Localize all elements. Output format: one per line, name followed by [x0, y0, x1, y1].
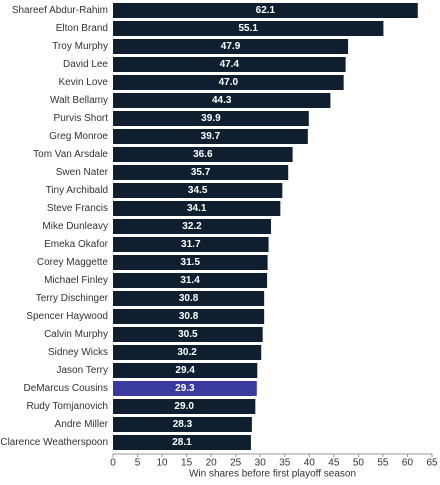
- category-label-spencer-haywood: Spencer Haywood: [26, 311, 108, 322]
- bar-value-label-tiny-archibald: 34.5: [188, 185, 208, 196]
- category-label-michael-finley: Michael Finley: [44, 275, 108, 286]
- x-tick-label-45: 45: [328, 458, 340, 469]
- category-label-calvin-murphy: Calvin Murphy: [44, 329, 108, 340]
- category-label-demarcus-cousins: DeMarcus Cousins: [24, 383, 108, 394]
- bar-value-label-purvis-short: 39.9: [201, 113, 221, 124]
- bar-tiny-archibald: [113, 183, 283, 198]
- bar-tom-van-arsdale: [113, 147, 293, 162]
- bar-value-label-michael-finley: 31.4: [180, 275, 200, 286]
- bar-value-label-jason-terry: 29.4: [175, 365, 195, 376]
- bar-value-label-kevin-love: 47.0: [219, 77, 239, 88]
- bar-elton-brand: [113, 21, 384, 36]
- bar-value-label-terry-dischinger: 30.8: [179, 293, 199, 304]
- bar-mike-dunleavy: [113, 219, 272, 234]
- bar-david-lee: [113, 57, 346, 72]
- bar-emeka-okafor: [113, 237, 269, 252]
- category-label-terry-dischinger: Terry Dischinger: [36, 293, 109, 304]
- category-label-kevin-love: Kevin Love: [59, 77, 109, 88]
- bar-value-label-elton-brand: 55.1: [238, 23, 258, 34]
- bar-jason-terry: [113, 363, 258, 378]
- bar-value-label-shareef-abdur-rahim: 62.1: [256, 5, 276, 16]
- bar-corey-maggette: [113, 255, 268, 270]
- bar-value-label-emeka-okafor: 31.7: [181, 239, 201, 250]
- x-tick-label-25: 25: [230, 458, 242, 469]
- bar-greg-monroe: [113, 129, 308, 144]
- bar-troy-murphy: [113, 39, 349, 54]
- category-label-swen-nater: Swen Nater: [56, 167, 109, 178]
- category-label-clarence-weatherspoon: Clarence Weatherspoon: [0, 437, 108, 448]
- bar-clarence-weatherspoon: [113, 435, 251, 450]
- category-label-troy-murphy: Troy Murphy: [52, 41, 108, 52]
- bar-demarcus-cousins: [113, 381, 257, 396]
- bar-swen-nater: [113, 165, 289, 180]
- bar-terry-dischinger: [113, 291, 265, 306]
- bar-value-label-rudy-tomjanovich: 29.0: [174, 401, 194, 412]
- bar-value-label-calvin-murphy: 30.5: [178, 329, 198, 340]
- x-tick-label-40: 40: [304, 458, 316, 469]
- category-label-sidney-wicks: Sidney Wicks: [48, 347, 108, 358]
- category-label-greg-monroe: Greg Monroe: [49, 131, 108, 142]
- x-tick-label-30: 30: [255, 458, 267, 469]
- bar-spencer-haywood: [113, 309, 265, 324]
- category-label-tom-van-arsdale: Tom Van Arsdale: [33, 149, 108, 160]
- x-tick-label-35: 35: [279, 458, 291, 469]
- category-label-emeka-okafor: Emeka Okafor: [44, 239, 109, 250]
- bar-value-label-steve-francis: 34.1: [187, 203, 207, 214]
- bar-value-label-sidney-wicks: 30.2: [177, 347, 197, 358]
- x-tick-label-20: 20: [206, 458, 218, 469]
- bar-kevin-love: [113, 75, 344, 90]
- bar-value-label-andre-miller: 28.3: [173, 419, 193, 430]
- bar-value-label-corey-maggette: 31.5: [181, 257, 201, 268]
- bar-steve-francis: [113, 201, 281, 216]
- category-label-elton-brand: Elton Brand: [56, 23, 108, 34]
- category-label-andre-miller: Andre Miller: [55, 419, 109, 430]
- x-tick-label-0: 0: [110, 458, 116, 469]
- bar-value-label-troy-murphy: 47.9: [221, 41, 241, 52]
- bar-purvis-short: [113, 111, 309, 126]
- category-label-mike-dunleavy: Mike Dunleavy: [42, 221, 108, 232]
- x-axis-title: Win shares before first playoff season: [189, 469, 356, 480]
- bar-value-label-spencer-haywood: 30.8: [179, 311, 199, 322]
- category-label-shareef-abdur-rahim: Shareef Abdur-Rahim: [12, 5, 108, 16]
- x-axis: Win shares before first playoff season 0…: [110, 453, 438, 480]
- bar-michael-finley: [113, 273, 268, 288]
- bar-value-label-david-lee: 47.4: [220, 59, 240, 70]
- bar-value-label-tom-van-arsdale: 36.6: [193, 149, 213, 160]
- x-tick-label-50: 50: [353, 458, 365, 469]
- bar-walt-bellamy: [113, 93, 331, 108]
- category-label-corey-maggette: Corey Maggette: [37, 257, 109, 268]
- bar-value-label-clarence-weatherspoon: 28.1: [172, 437, 192, 448]
- category-label-rudy-tomjanovich: Rudy Tomjanovich: [26, 401, 108, 412]
- category-label-david-lee: David Lee: [63, 59, 108, 70]
- bar-shareef-abdur-rahim: [113, 3, 418, 18]
- bar-rudy-tomjanovich: [113, 399, 256, 414]
- bar-value-label-swen-nater: 35.7: [191, 167, 211, 178]
- category-label-steve-francis: Steve Francis: [47, 203, 108, 214]
- category-labels-layer: Shareef Abdur-Rahim Elton Brand Troy Murph…: [0, 5, 108, 448]
- x-tick-label-65: 65: [426, 458, 438, 469]
- bar-calvin-murphy: [113, 327, 263, 342]
- bar-value-label-demarcus-cousins: 29.3: [175, 383, 195, 394]
- x-tick-label-55: 55: [377, 458, 389, 469]
- bar-value-label-mike-dunleavy: 32.2: [182, 221, 202, 232]
- category-label-purvis-short: Purvis Short: [54, 113, 109, 124]
- category-label-jason-terry: Jason Terry: [56, 365, 108, 376]
- category-label-walt-bellamy: Walt Bellamy: [50, 95, 108, 106]
- x-tick-label-60: 60: [402, 458, 414, 469]
- x-tick-label-5: 5: [135, 458, 141, 469]
- category-label-tiny-archibald: Tiny Archibald: [46, 185, 108, 196]
- bar-value-label-greg-monroe: 39.7: [201, 131, 221, 142]
- bar-sidney-wicks: [113, 345, 262, 360]
- bar-andre-miller: [113, 417, 252, 432]
- x-tick-label-10: 10: [157, 458, 169, 469]
- x-tick-label-15: 15: [181, 458, 193, 469]
- bar-value-label-walt-bellamy: 44.3: [212, 95, 232, 106]
- bars-layer: 62.1 55.1 47.9 47.4 47.0 44.3 39.9 39.7 36.6 35.7…: [113, 3, 418, 450]
